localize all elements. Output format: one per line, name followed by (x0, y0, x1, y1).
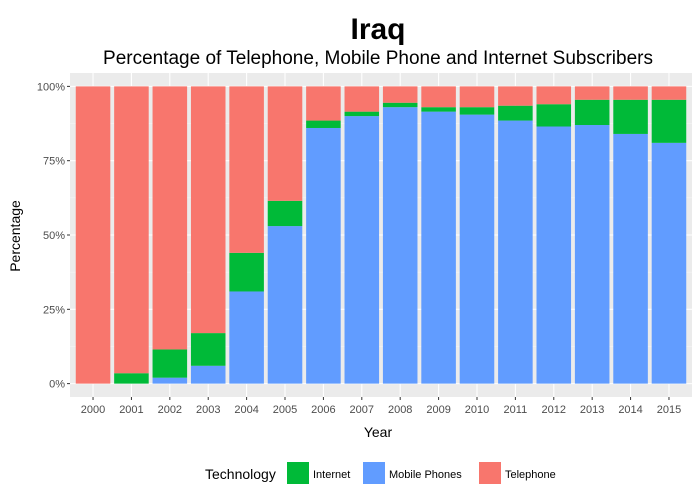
bar-mobile-phones-2011 (498, 120, 533, 384)
bar-internet-2015 (651, 99, 687, 143)
bar-internet-2005 (267, 200, 303, 227)
legend-key-internet (287, 462, 309, 484)
x-tick-label: 2008 (388, 404, 412, 416)
bar-internet-2014 (613, 99, 648, 134)
bar-telephone-2000 (75, 86, 111, 384)
x-tick-label: 2002 (158, 404, 182, 416)
bar-mobile-phones-2002 (152, 377, 188, 384)
bar-mobile-phones-2008 (382, 107, 418, 384)
legend-key-telephone (479, 462, 501, 484)
bar-mobile-phones-2007 (344, 116, 380, 384)
bar-telephone-2012 (536, 86, 572, 105)
x-axis-title: Year (364, 424, 393, 440)
x-tick-label: 2007 (350, 404, 374, 416)
bar-telephone-2015 (651, 86, 687, 100)
bar-internet-2006 (306, 120, 341, 128)
bar-internet-2002 (152, 349, 188, 378)
bar-internet-2008 (382, 102, 418, 108)
x-tick-label: 2004 (234, 404, 258, 416)
y-tick-label: 0% (49, 379, 65, 391)
y-tick-label: 100% (37, 81, 65, 93)
bar-telephone-2011 (498, 86, 533, 106)
bar-telephone-2014 (613, 86, 648, 100)
bar-mobile-phones-2009 (421, 111, 456, 384)
y-tick-label: 75% (43, 156, 65, 168)
x-tick-label: 2009 (426, 404, 450, 416)
x-tick-label: 2001 (119, 404, 143, 416)
legend-title: Technology (205, 466, 276, 482)
bar-telephone-2013 (574, 86, 610, 100)
x-tick-label: 2000 (81, 404, 105, 416)
bar-mobile-phones-2003 (190, 365, 226, 384)
bar-telephone-2004 (229, 86, 264, 253)
legend-label-telephone: Telephone (505, 469, 556, 481)
bar-mobile-phones-2014 (613, 133, 648, 384)
bar-telephone-2008 (382, 86, 418, 103)
legend-key-mobile-phones (363, 462, 385, 484)
x-tick-label: 2015 (657, 404, 681, 416)
bar-internet-2001 (114, 373, 149, 384)
plot-panel (70, 73, 692, 397)
bar-internet-2003 (190, 333, 226, 366)
bar-mobile-phones-2006 (306, 127, 341, 384)
chart-subtitle: Percentage of Telephone, Mobile Phone an… (103, 48, 653, 69)
y-tick-label: 25% (43, 304, 65, 316)
bar-telephone-2005 (267, 86, 303, 201)
bar-mobile-phones-2005 (267, 226, 303, 384)
x-tick-label: 2010 (465, 404, 489, 416)
bar-internet-2009 (421, 107, 456, 112)
bar-telephone-2002 (152, 86, 188, 350)
y-axis: 0% 25% 50% 75% 100% (37, 81, 70, 391)
legend: Technology Internet Mobile Phones Telephon… (205, 462, 556, 484)
bar-internet-2010 (459, 107, 495, 115)
y-axis-title: Percentage (7, 200, 23, 272)
bar-telephone-2007 (344, 86, 380, 112)
x-tick-label: 2006 (311, 404, 335, 416)
bar-mobile-phones-2013 (574, 125, 610, 384)
legend-label-mobile-phones: Mobile Phones (389, 469, 462, 481)
bar-telephone-2006 (306, 86, 341, 121)
bar-telephone-2009 (421, 86, 456, 108)
bar-mobile-phones-2012 (536, 126, 572, 384)
x-tick-label: 2003 (196, 404, 220, 416)
y-tick-label: 50% (43, 230, 65, 242)
bar-telephone-2010 (459, 86, 495, 108)
bar-internet-2013 (574, 99, 610, 126)
bar-mobile-phones-2015 (651, 142, 687, 384)
bar-telephone-2003 (190, 86, 226, 334)
bar-internet-2011 (498, 105, 533, 121)
legend-label-internet: Internet (313, 469, 350, 481)
x-tick-label: 2013 (580, 404, 604, 416)
x-tick-label: 2014 (618, 404, 642, 416)
x-tick-label: 2012 (542, 404, 566, 416)
x-axis: 2000 2001 2002 2003 2004 2005 2006 2007 2008 2009… (81, 397, 681, 416)
x-tick-label: 2005 (273, 404, 297, 416)
bar-internet-2007 (344, 111, 380, 117)
bar-telephone-2001 (114, 86, 149, 374)
bar-mobile-phones-2010 (459, 114, 495, 384)
bar-internet-2004 (229, 252, 264, 292)
bar-internet-2012 (536, 104, 572, 127)
chart-title: Iraq (350, 13, 405, 46)
bar-mobile-phones-2004 (229, 291, 264, 384)
x-tick-label: 2011 (504, 404, 528, 416)
